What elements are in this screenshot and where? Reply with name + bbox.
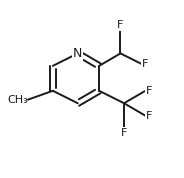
Text: F: F (142, 59, 148, 69)
Text: F: F (117, 20, 124, 30)
Text: F: F (145, 86, 152, 96)
Text: CH₃: CH₃ (7, 95, 28, 105)
Text: F: F (121, 128, 127, 138)
Text: F: F (145, 111, 152, 121)
Text: N: N (73, 47, 82, 60)
